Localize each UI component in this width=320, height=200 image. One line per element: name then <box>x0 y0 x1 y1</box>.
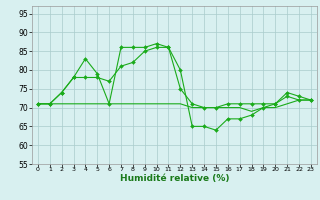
X-axis label: Humidité relative (%): Humidité relative (%) <box>120 174 229 183</box>
